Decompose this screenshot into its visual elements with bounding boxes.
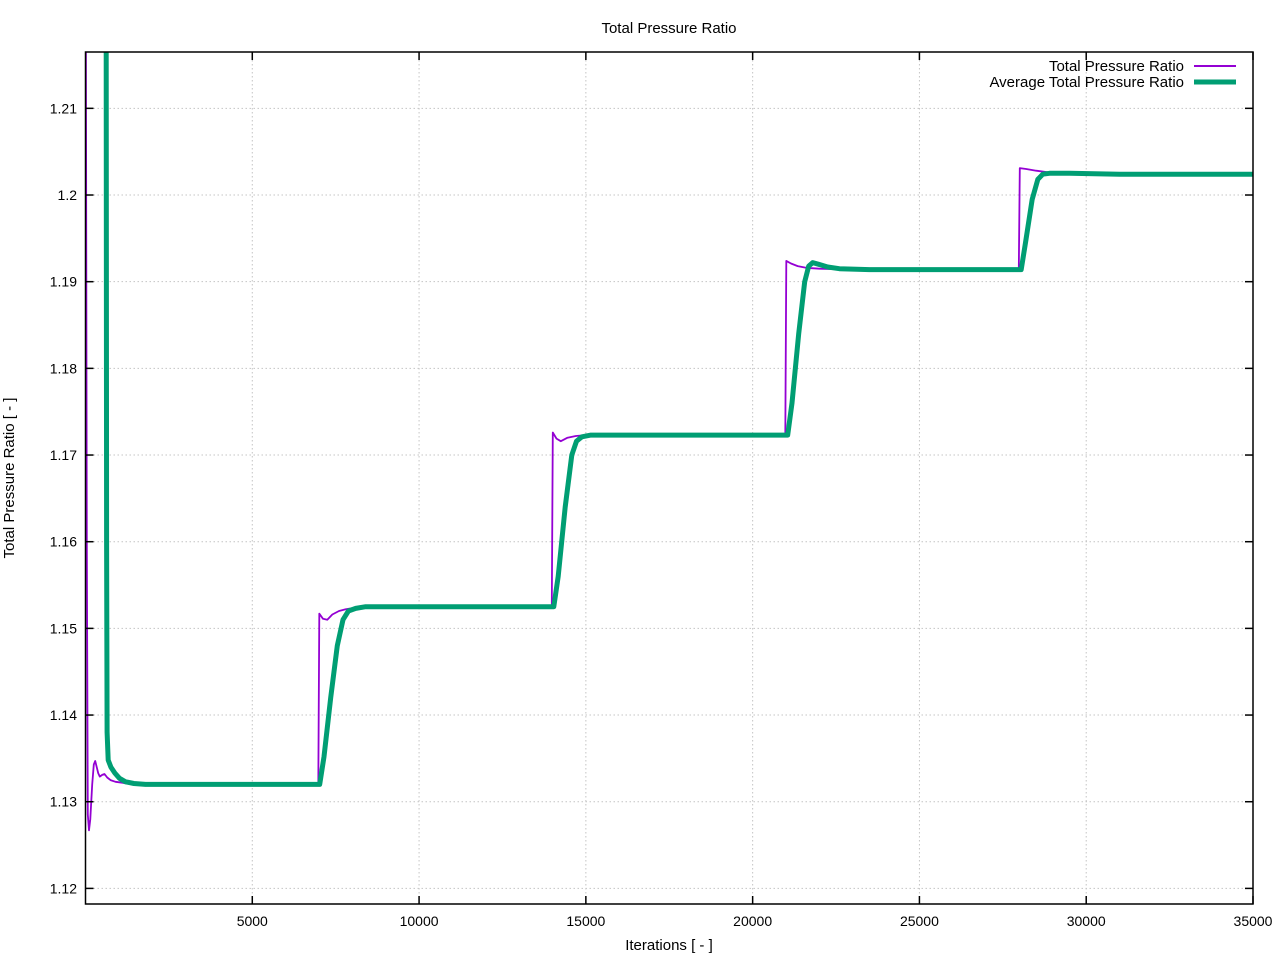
legend-label-average-total-pressure-ratio: Average Total Pressure Ratio [989, 74, 1184, 91]
y-tick-label: 1.13 [50, 794, 77, 810]
plot-border [84, 51, 1254, 905]
legend-label-total-pressure-ratio: Total Pressure Ratio [1049, 58, 1184, 75]
x-tick-label: 10000 [400, 913, 439, 929]
axis-ticks: 5000 10000 15000 20000 25000 30000 35000 1.12 1.… [50, 52, 1273, 929]
data-series [85, 52, 1253, 832]
x-tick-label: 20000 [733, 913, 772, 929]
y-axis-label: Total Pressure Ratio [ - ] [1, 398, 18, 559]
chart-title: Total Pressure Ratio [601, 20, 736, 37]
legend-item-average-total-pressure-ratio: Average Total Pressure Ratio [989, 74, 1236, 91]
x-tick-label: 5000 [237, 913, 268, 929]
x-tick-label: 30000 [1067, 913, 1106, 929]
y-tick-label: 1.21 [50, 100, 77, 116]
y-tick-label: 1.15 [50, 620, 77, 636]
y-tick-label: 1.17 [50, 447, 77, 463]
x-tick-label: 35000 [1234, 913, 1273, 929]
y-tick-label: 1.18 [50, 360, 77, 376]
series-line-total-pressure-ratio [85, 52, 1253, 832]
series-line-average-total-pressure-ratio [103, 52, 1253, 787]
y-tick-label: 1.19 [50, 274, 77, 290]
y-tick-label: 1.2 [58, 187, 78, 203]
x-tick-label: 15000 [566, 913, 605, 929]
y-tick-label: 1.12 [50, 880, 77, 896]
x-axis-label: Iterations [ - ] [625, 937, 713, 954]
x-tick-label: 25000 [900, 913, 939, 929]
legend-item-total-pressure-ratio: Total Pressure Ratio [1049, 58, 1236, 75]
grid-lines [85, 52, 1254, 904]
y-tick-label: 1.14 [50, 707, 77, 723]
y-tick-label: 1.16 [50, 534, 77, 550]
legend: Total Pressure Ratio Average Total Press… [989, 58, 1236, 91]
